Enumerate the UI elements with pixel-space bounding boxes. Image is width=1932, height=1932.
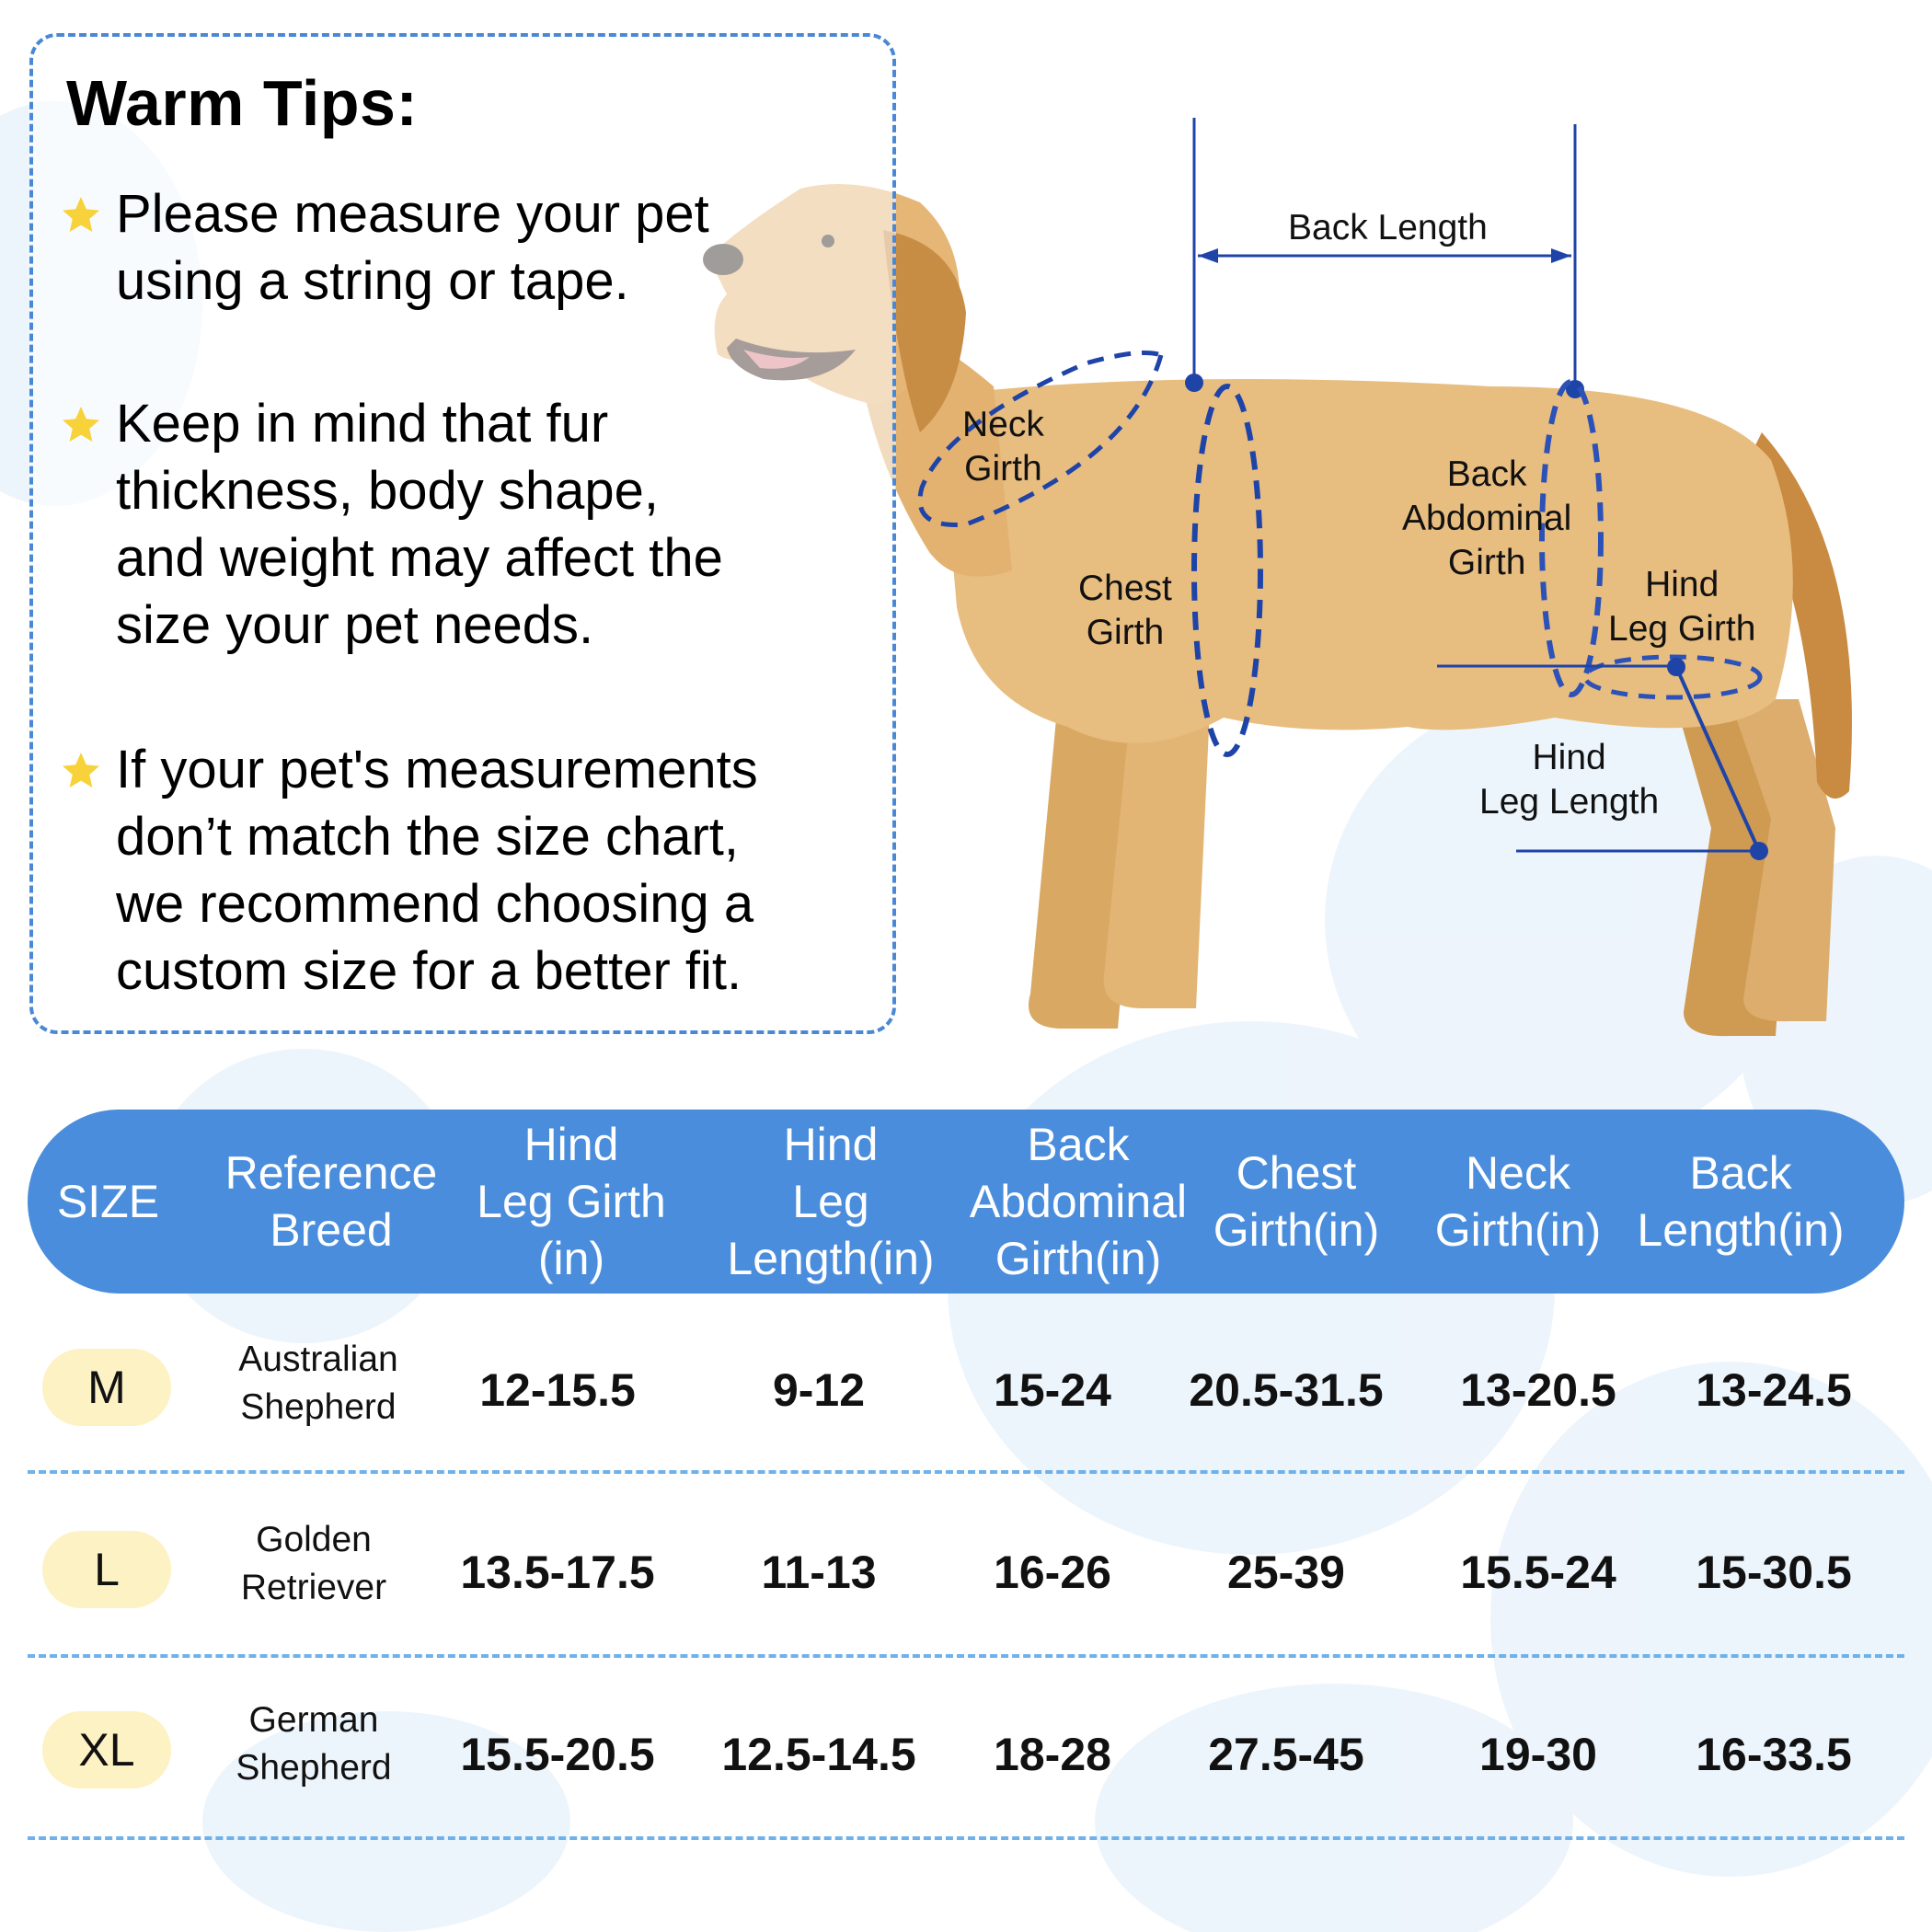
tip-item: Keep in mind that fur thickness, body sh… <box>59 390 723 659</box>
hind-leg-girth-label-line: Hind <box>1645 565 1719 604</box>
star-icon <box>63 753 99 788</box>
row-divider <box>28 1654 1904 1658</box>
back-abdominal-girth-label: Back Abdominal Girth <box>1402 453 1571 585</box>
back-length-value: 13-24.5 <box>1696 1364 1852 1416</box>
reference-breed: Australian Shepherd <box>238 1340 398 1427</box>
back-length-label: Back Length <box>1288 208 1488 247</box>
tip-item: Please measure your pet using a string o… <box>59 180 709 315</box>
reference-breed: German Shepherd <box>236 1700 392 1788</box>
star-icon <box>63 407 99 442</box>
header-chest-girth: Chest Girth(in) <box>1213 1147 1380 1256</box>
back-abdominal-girth-label-line: Back <box>1446 454 1527 494</box>
back-abdominal-girth-label-line: Girth <box>1447 543 1526 582</box>
back-length-value: 15-30.5 <box>1696 1547 1852 1598</box>
header-neck-girth: Neck Girth(in) <box>1434 1147 1602 1256</box>
tip-text: Please measure your pet using a string o… <box>116 184 709 311</box>
size-badge: XL <box>42 1711 171 1788</box>
hind-leg-length-value: 9-12 <box>772 1364 866 1416</box>
hind-leg-length-label: Hind Leg Length <box>1479 736 1659 824</box>
warm-tips-box <box>29 33 896 1034</box>
hind-leg-girth-value: 13.5-17.5 <box>460 1547 655 1598</box>
hind-leg-length-value: 11-13 <box>761 1547 877 1598</box>
chest-girth-label-line: Chest <box>1078 569 1172 608</box>
row-divider <box>28 1470 1904 1474</box>
reference-breed: Golden Retriever <box>240 1520 387 1607</box>
neck-girth-value: 19-30 <box>1479 1729 1597 1780</box>
size-badge: L <box>42 1531 171 1608</box>
back-abdominal-girth-value: 15-24 <box>994 1364 1111 1416</box>
neck-girth-label-line: Girth <box>964 449 1042 489</box>
header-size: SIZE <box>56 1176 160 1227</box>
neck-girth-value: 13-20.5 <box>1460 1364 1616 1416</box>
row-divider <box>28 1836 1904 1840</box>
hind-leg-girth-value: 15.5-20.5 <box>460 1729 655 1780</box>
star-icon <box>63 197 99 232</box>
hind-leg-length-label-line: Leg Length <box>1479 782 1660 822</box>
back-length-value: 16-33.5 <box>1696 1729 1852 1780</box>
chest-girth-label: Chest Girth <box>1078 567 1172 655</box>
hind-leg-length-value: 12.5-14.5 <box>721 1729 916 1780</box>
measurement-lines <box>917 118 1768 860</box>
neck-girth-label: Neck Girth <box>962 403 1044 491</box>
chest-girth-label-line: Girth <box>1086 613 1165 652</box>
hind-leg-girth-label-line: Leg Girth <box>1608 609 1756 649</box>
warm-tips-title: Warm Tips: <box>66 67 419 139</box>
neck-girth-value: 15.5-24 <box>1460 1547 1616 1598</box>
header-back-length: Back Length(in) <box>1637 1147 1845 1256</box>
size-badge: M <box>42 1349 171 1426</box>
hind-leg-girth-label: Hind Leg Girth <box>1608 563 1755 651</box>
tip-item: If your pet's measurements don’t match t… <box>59 736 758 1005</box>
header-back-abdominal-girth: Back Abdominal Girth(in) <box>969 1119 1188 1284</box>
header-hind-leg-girth: Hind Leg Girth (in) <box>477 1119 666 1284</box>
table-row: L Golden Retriever 13.5-17.5 11-13 16-26 … <box>0 1489 1932 1663</box>
table-row: XL German Shepherd 15.5-20.5 12.5-14.5 18… <box>0 1669 1932 1844</box>
header-reference-breed: Reference Breed <box>224 1147 438 1256</box>
hind-leg-girth-value: 12-15.5 <box>479 1364 636 1416</box>
tip-text: Keep in mind that fur thickness, body sh… <box>116 394 723 655</box>
header-hind-leg-length: Hind Leg Length(in) <box>727 1119 935 1284</box>
chest-girth-value: 25-39 <box>1227 1547 1345 1598</box>
chest-girth-value: 27.5-45 <box>1208 1729 1364 1780</box>
back-abdominal-girth-value: 18-28 <box>994 1729 1111 1780</box>
chest-girth-value: 20.5-31.5 <box>1189 1364 1384 1416</box>
back-abdominal-girth-label-line: Abdominal <box>1402 499 1572 538</box>
neck-girth-label-line: Neck <box>962 405 1044 444</box>
back-abdominal-girth-value: 16-26 <box>994 1547 1111 1598</box>
tip-text: If your pet's measurements don’t match t… <box>116 740 758 1001</box>
hind-leg-length-label-line: Hind <box>1532 738 1606 777</box>
table-row: M Australian Shepherd 12-15.5 9-12 15-24 … <box>0 1306 1932 1481</box>
size-table-header: SIZE Reference Breed Hind Leg Girth (in) Hi… <box>28 1110 1904 1294</box>
